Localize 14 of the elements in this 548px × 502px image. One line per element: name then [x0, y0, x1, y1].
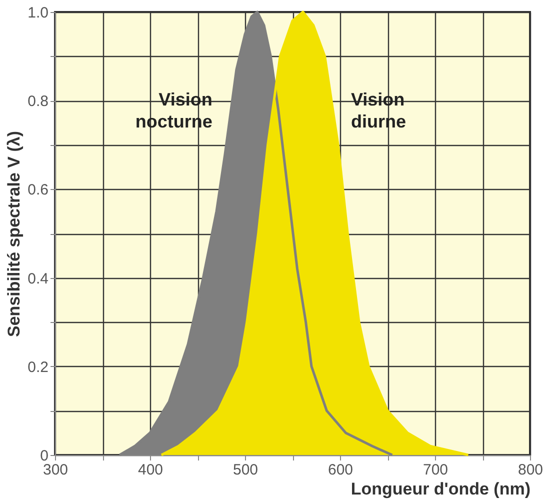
x-tick-label: 700 [422, 462, 448, 478]
y-axis-title: Sensibilité spectrale V (λ) [4, 131, 24, 337]
x-tick-label: 400 [138, 462, 164, 478]
x-tick-label: 500 [232, 462, 258, 478]
x-axis-title: Longueur d'onde (nm) [350, 480, 530, 498]
y-tick-label: 1.0 [28, 4, 48, 22]
y-tick-label: 0.6 [28, 182, 48, 199]
x-tick-label: 800 [518, 462, 544, 478]
y-tick-label: 0.2 [28, 358, 48, 376]
x-tick-label: 300 [42, 462, 68, 478]
y-tick-label: 0.4 [28, 270, 48, 288]
y-tick-label: 0 [40, 448, 48, 464]
x-tick-label: 600 [328, 462, 354, 478]
y-tick-label: 0.8 [28, 93, 48, 110]
